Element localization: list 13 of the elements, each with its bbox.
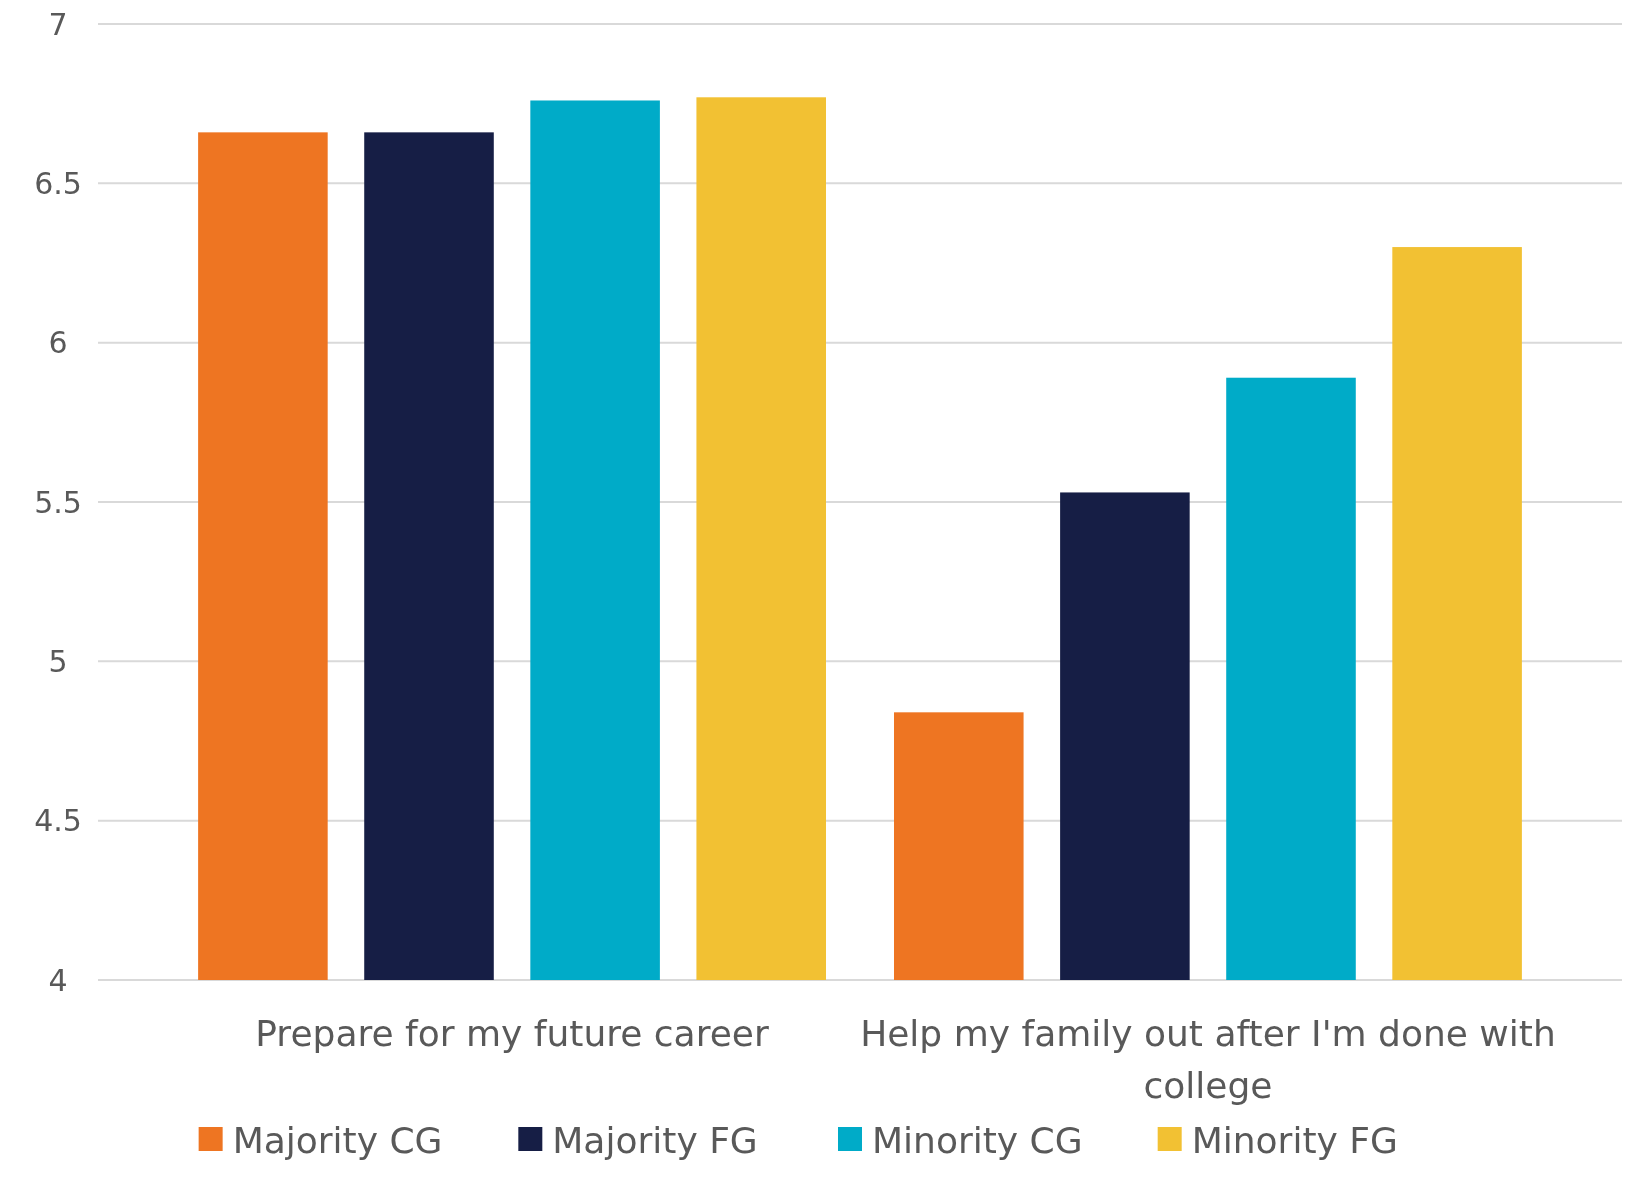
x-tick-label: Help my family out after I'm done with college (860, 1013, 1556, 1106)
y-tick-label: 6 (48, 325, 68, 361)
y-tick-label: 5 (48, 643, 68, 679)
legend-label: Majority CG (232, 1119, 443, 1161)
y-tick-label: 4 (48, 962, 68, 998)
legend-label: Majority FG (552, 1119, 758, 1161)
legend-label: Minority FG (1191, 1119, 1398, 1161)
y-tick-label: 5.5 (34, 484, 82, 520)
x-tick-label: Prepare for my future career (255, 1013, 769, 1054)
legend-label: Minority CG (872, 1119, 1083, 1161)
y-tick-label: 7 (48, 6, 68, 42)
y-tick-label: 6.5 (34, 165, 82, 201)
y-tick-label: 4.5 (34, 803, 82, 839)
